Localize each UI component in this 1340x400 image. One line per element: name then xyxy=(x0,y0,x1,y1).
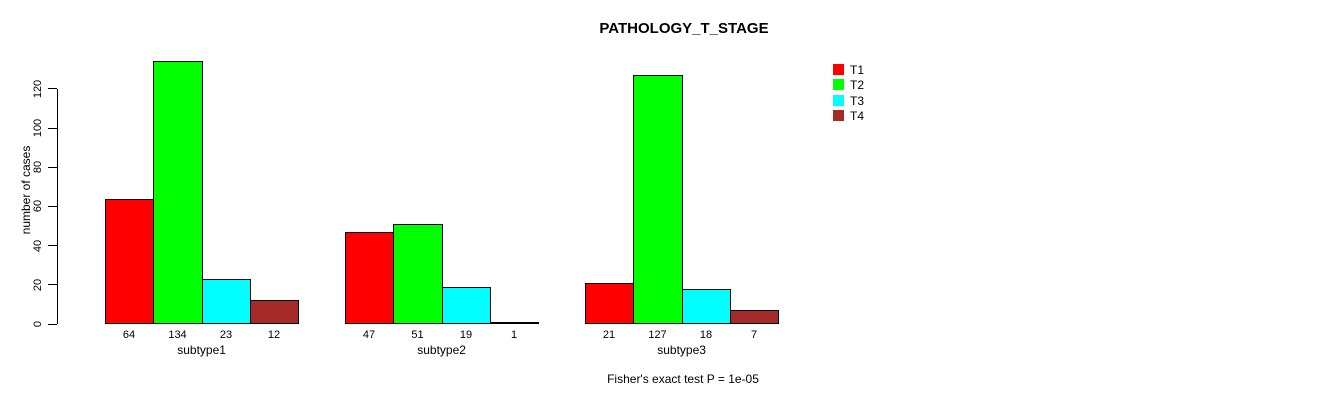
bar xyxy=(490,322,539,324)
bar-value-label: 64 xyxy=(122,329,136,341)
y-tick xyxy=(48,205,57,207)
bar-value-label: 23 xyxy=(219,329,233,341)
bar-value-label: 1 xyxy=(510,329,518,341)
bar-value-label: 47 xyxy=(362,329,376,341)
y-tick xyxy=(48,88,57,90)
bar-value-label: 51 xyxy=(411,329,424,341)
bar xyxy=(345,232,394,324)
y-tick xyxy=(48,166,57,168)
legend-label: T2 xyxy=(850,78,865,93)
bar-value-label: 18 xyxy=(699,329,713,341)
y-tick-label: 40 xyxy=(32,239,44,252)
legend-swatch xyxy=(833,64,844,75)
y-tick xyxy=(48,127,57,129)
category-label: subtype3 xyxy=(657,343,706,357)
bar xyxy=(153,61,203,324)
bar xyxy=(202,279,251,324)
legend-swatch xyxy=(833,109,844,121)
bar xyxy=(682,289,731,324)
legend-label: T1 xyxy=(850,63,865,77)
bar-value-label: 19 xyxy=(459,329,473,341)
category-label: subtype2 xyxy=(417,343,466,357)
bar-value-label: 127 xyxy=(648,329,667,341)
y-tick-label: 20 xyxy=(32,278,44,291)
footer-note: Fisher's exact test P = 1e-05 xyxy=(607,372,759,386)
bar xyxy=(442,287,491,324)
bar xyxy=(250,300,299,324)
y-tick xyxy=(48,245,57,247)
bar-value-label: 12 xyxy=(267,329,281,341)
legend-swatch xyxy=(833,79,844,91)
bar-value-label: 7 xyxy=(750,329,758,341)
bar xyxy=(585,283,634,324)
y-axis-label: number of cases xyxy=(19,145,33,235)
y-tick xyxy=(48,284,57,286)
bar xyxy=(393,224,443,324)
y-axis-line xyxy=(57,88,58,324)
y-tick-label: 60 xyxy=(32,200,44,213)
y-tick-label: 0 xyxy=(32,320,44,328)
bar xyxy=(633,75,683,324)
chart-title: PATHOLOGY_T_STAGE xyxy=(599,20,769,37)
bar xyxy=(105,199,154,324)
legend-label: T3 xyxy=(850,93,865,108)
y-tick-label: 100 xyxy=(32,118,44,138)
category-label: subtype1 xyxy=(177,343,226,357)
y-tick xyxy=(48,323,57,325)
y-tick-label: 80 xyxy=(32,161,44,174)
bar-value-label: 21 xyxy=(602,329,616,341)
y-tick-label: 120 xyxy=(32,79,44,98)
bar xyxy=(730,310,779,324)
bar-value-label: 134 xyxy=(168,329,187,341)
legend-swatch xyxy=(833,94,844,106)
legend-label: T4 xyxy=(850,108,865,123)
